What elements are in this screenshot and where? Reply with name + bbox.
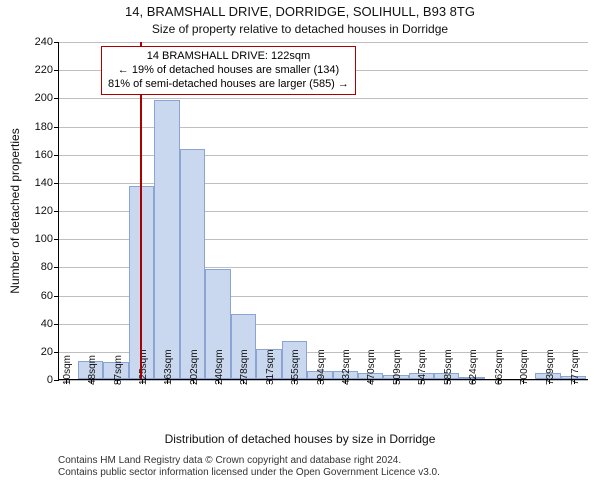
x-tick-label: 700sqm — [519, 349, 530, 385]
y-tick-mark — [54, 352, 59, 353]
x-tick-label: 662sqm — [494, 349, 505, 385]
x-tick-label: 585sqm — [443, 349, 454, 385]
attribution-line: Contains HM Land Registry data © Crown c… — [58, 455, 440, 467]
grid-line — [59, 155, 588, 156]
y-tick-label: 140 — [35, 177, 53, 189]
x-tick-label: 432sqm — [341, 349, 352, 385]
x-tick-label: 470sqm — [366, 349, 377, 385]
x-tick-label: 739sqm — [545, 349, 556, 385]
y-tick-mark — [54, 267, 59, 268]
grid-line — [59, 98, 588, 99]
y-tick-label: 240 — [35, 36, 53, 48]
y-tick-label: 160 — [35, 149, 53, 161]
x-tick-label: 240sqm — [214, 349, 225, 385]
y-tick-label: 120 — [35, 205, 53, 217]
x-tick-label: 10sqm — [62, 355, 73, 385]
grid-line — [59, 127, 588, 128]
y-tick-mark — [54, 183, 59, 184]
y-tick-mark — [54, 42, 59, 43]
grid-line — [59, 42, 588, 43]
info-box-line: ← 19% of detached houses are smaller (13… — [108, 64, 349, 78]
x-tick-label: 163sqm — [163, 349, 174, 385]
y-tick-label: 40 — [41, 318, 53, 330]
x-tick-label: 317sqm — [265, 349, 276, 385]
grid-line — [59, 183, 588, 184]
x-tick-label: 624sqm — [468, 349, 479, 385]
x-tick-label: 509sqm — [392, 349, 403, 385]
y-tick-mark — [54, 70, 59, 71]
y-tick-label: 60 — [41, 290, 53, 302]
histogram-bar — [154, 100, 179, 379]
info-box-line: 14 BRAMSHALL DRIVE: 122sqm — [108, 50, 349, 64]
y-tick-label: 100 — [35, 233, 53, 245]
x-tick-label: 394sqm — [316, 349, 327, 385]
y-tick-mark — [54, 127, 59, 128]
x-tick-label: 355sqm — [290, 349, 301, 385]
x-tick-label: 87sqm — [113, 355, 124, 385]
attribution: Contains HM Land Registry data © Crown c… — [58, 455, 440, 479]
chart-subtitle: Size of property relative to detached ho… — [0, 22, 600, 36]
y-tick-label: 180 — [35, 121, 53, 133]
plot-area: 02040608010012014016018020022024010sqm48… — [58, 42, 588, 380]
y-tick-label: 80 — [41, 261, 53, 273]
x-tick-label: 278sqm — [239, 349, 250, 385]
histogram-bar — [180, 149, 206, 379]
info-box-line: 81% of semi-detached houses are larger (… — [108, 78, 349, 92]
chart-title: 14, BRAMSHALL DRIVE, DORRIDGE, SOLIHULL,… — [0, 4, 600, 19]
y-axis-label: Number of detached properties — [8, 128, 22, 293]
y-tick-mark — [54, 98, 59, 99]
y-tick-label: 0 — [47, 374, 53, 386]
info-box: 14 BRAMSHALL DRIVE: 122sqm← 19% of detac… — [101, 46, 356, 95]
x-tick-label: 547sqm — [417, 349, 428, 385]
y-tick-mark — [54, 324, 59, 325]
y-tick-mark — [54, 155, 59, 156]
x-tick-label: 777sqm — [570, 349, 581, 385]
y-tick-mark — [54, 211, 59, 212]
y-tick-mark — [54, 380, 59, 381]
attribution-line: Contains public sector information licen… — [58, 467, 440, 479]
y-tick-label: 200 — [35, 92, 53, 104]
y-tick-mark — [54, 239, 59, 240]
x-axis-label: Distribution of detached houses by size … — [0, 432, 600, 446]
y-tick-mark — [54, 296, 59, 297]
y-tick-label: 20 — [41, 346, 53, 358]
y-tick-label: 220 — [35, 64, 53, 76]
x-tick-label: 202sqm — [189, 349, 200, 385]
x-tick-label: 48sqm — [87, 355, 98, 385]
